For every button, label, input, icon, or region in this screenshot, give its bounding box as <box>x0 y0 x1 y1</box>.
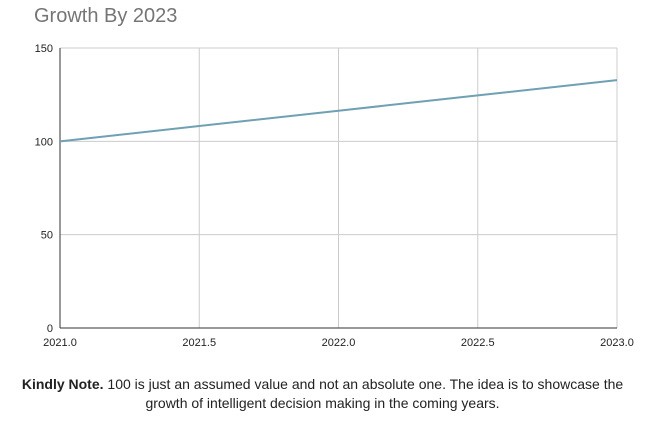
chart-title: Growth By 2023 <box>34 5 178 27</box>
series-lines <box>59 79 618 143</box>
grid-lines <box>60 47 618 328</box>
y-tick-label: 150 <box>35 43 53 55</box>
y-tick-label: 0 <box>47 323 53 335</box>
y-tick-label: 50 <box>41 230 53 242</box>
axes <box>59 48 617 329</box>
kindly-note: Kindly Note. 100 is just an assumed valu… <box>14 375 631 413</box>
x-tick-label: 2022.5 <box>461 337 495 349</box>
y-tick-label: 100 <box>35 136 53 148</box>
tick-labels: 0 50 100 150 2021.0 2021.5 2022.0 2022.5 2023.0 <box>35 43 634 349</box>
x-tick-label: 2021.5 <box>182 337 216 349</box>
x-tick-label: 2023.0 <box>600 337 634 349</box>
line-chart: 0 50 100 150 2021.0 2021.5 2022.0 2022.5 2023.0 <box>35 43 634 349</box>
note-label: Kindly Note. <box>21 376 104 392</box>
note-text: 100 is just an assumed value and not an … <box>103 376 624 411</box>
x-tick-label: 2022.0 <box>322 337 356 349</box>
x-tick-label: 2021.0 <box>43 337 77 349</box>
series-line <box>59 79 618 143</box>
